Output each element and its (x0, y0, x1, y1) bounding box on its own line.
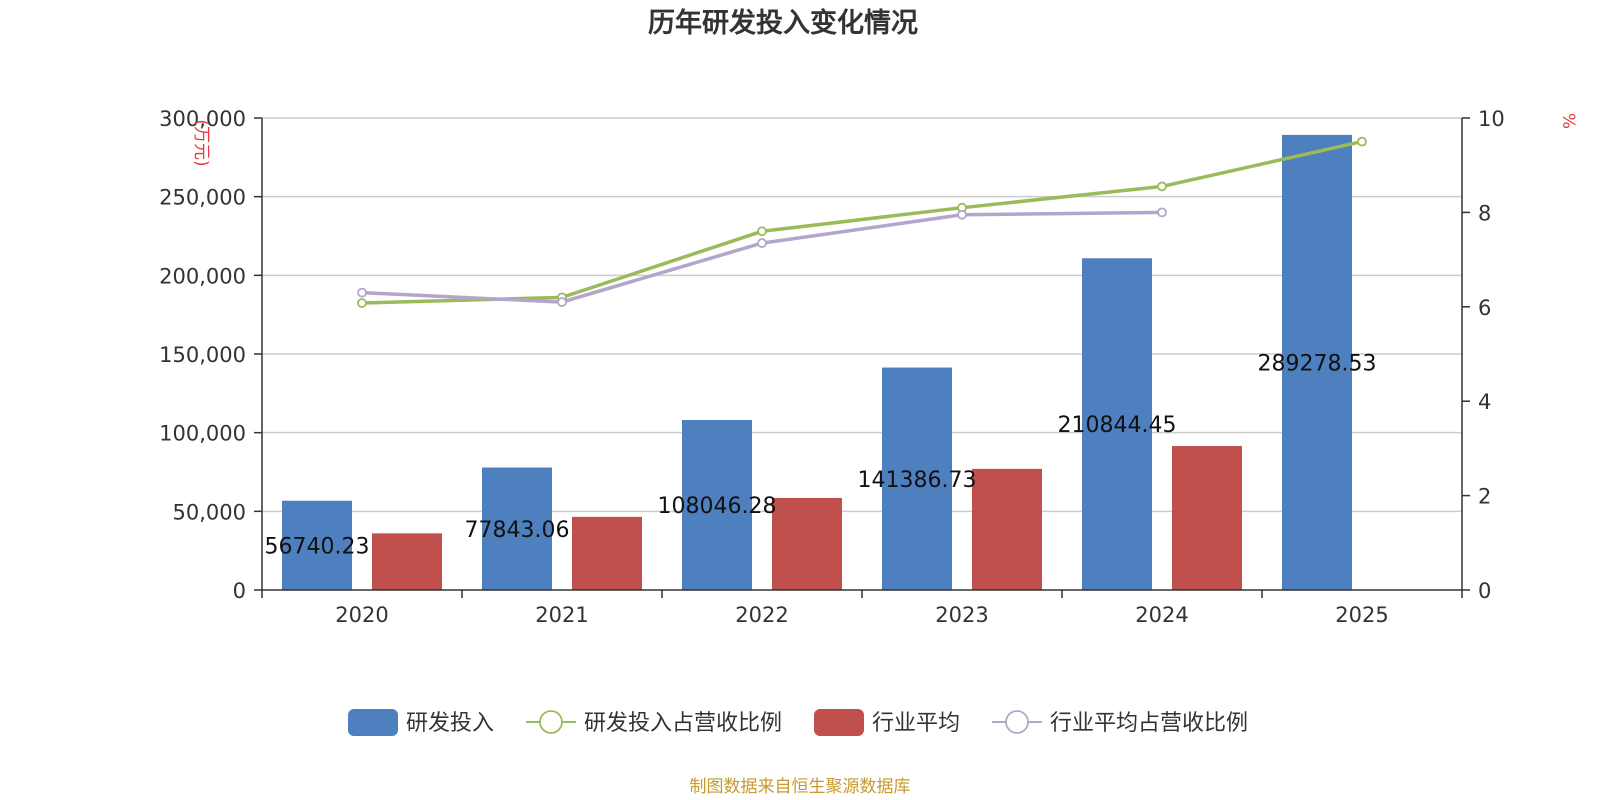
bar-研发投入-2025 (1282, 134, 1352, 590)
legend-label: 行业平均占营收比例 (1050, 711, 1248, 736)
legend-label: 研发投入占营收比例 (584, 711, 782, 736)
x-axis-tick-label: 2024 (1135, 603, 1188, 627)
bar-行业平均-2022 (772, 497, 842, 590)
legend-marker-研发投入占营收比例 (539, 710, 563, 734)
data-label: 77843.06 (465, 518, 570, 543)
lines-layer (357, 136, 1367, 308)
left-axis-tick-label: 150,000 (159, 343, 246, 367)
bar-行业平均-2023 (972, 468, 1042, 590)
bar-研发投入-2023 (882, 367, 952, 590)
right-axis-tick-label: 10 (1478, 107, 1505, 131)
x-axis-tick-label: 2025 (1335, 603, 1388, 627)
point-研发投入占营收比例-2024 (1157, 181, 1167, 192)
legend: 研发投入 研发投入占营收比例 行业平均 行业平均占营收比例 (348, 709, 1248, 736)
right-axis-tick-label: 6 (1478, 296, 1491, 320)
data-label: 108046.28 (658, 494, 777, 519)
axes-layer: 0 50,000 100,000 150,000 200,000 250,000 300,0… (159, 107, 1505, 627)
left-axis-tick-label: 300,000 (159, 107, 246, 131)
left-axis-tick-label: 250,000 (159, 186, 246, 210)
right-axis-tick-label: 8 (1478, 201, 1491, 225)
bars-layer (282, 134, 1352, 590)
left-axis-tick-label: 200,000 (159, 264, 246, 288)
bar-研发投入-2024 (1082, 258, 1152, 590)
left-axis-tick-label: 0 (233, 579, 246, 603)
legend-label: 研发投入 (406, 711, 494, 736)
grid-layer (262, 117, 1462, 513)
legend-swatch-行业平均 (814, 709, 864, 736)
legend-label: 行业平均 (872, 711, 960, 736)
right-axis-tick-label: 0 (1478, 579, 1491, 603)
right-axis-unit: % (1558, 113, 1578, 129)
data-label: 210844.45 (1058, 413, 1177, 438)
point-行业平均占营收比例-2022 (757, 238, 767, 248)
bar-行业平均-2021 (572, 516, 642, 590)
point-行业平均占营收比例-2020 (357, 287, 367, 298)
source-note: 制图数据来自恒生聚源数据库 (690, 777, 911, 797)
line-行业平均占营收比例 (361, 210, 1163, 304)
data-label: 141386.73 (858, 468, 977, 493)
bar-行业平均-2020 (372, 533, 442, 590)
point-行业平均占营收比例-2023 (957, 209, 967, 220)
bar-研发投入-2022 (682, 420, 752, 590)
bar-行业平均-2024 (1172, 446, 1242, 590)
point-行业平均占营收比例-2024 (1157, 207, 1167, 218)
x-axis-tick-label: 2021 (535, 603, 588, 627)
right-axis-tick-label: 4 (1478, 390, 1491, 414)
left-axis-tick-label: 100,000 (159, 422, 246, 446)
point-行业平均占营收比例-2021 (557, 297, 567, 307)
bar-研发投入-2020 (282, 500, 352, 590)
data-label: 56740.23 (265, 534, 370, 559)
x-axis-tick-label: 2023 (935, 603, 988, 627)
line-研发投入占营收比例 (361, 139, 1363, 305)
point-研发投入占营收比例-2025 (1357, 136, 1367, 147)
left-axis-unit: (万元) (191, 119, 211, 166)
legend-marker-行业平均占营收比例 (1005, 710, 1029, 734)
point-研发投入占营收比例-2022 (757, 226, 767, 237)
legend-swatch-研发投入 (348, 709, 398, 736)
right-axis-tick-label: 2 (1478, 485, 1491, 509)
data-label: 289278.53 (1258, 351, 1377, 376)
point-研发投入占营收比例-2020 (357, 298, 367, 308)
bar-研发投入-2021 (482, 467, 552, 590)
data-labels-layer: 56740.23 77843.06 108046.28 141386.73 210844… (265, 351, 1377, 559)
left-axis-tick-label: 50,000 (173, 500, 246, 524)
chart-title: 历年研发投入变化情况 (648, 7, 918, 39)
x-axis-tick-label: 2022 (735, 603, 788, 627)
x-axis-tick-label: 2020 (335, 603, 388, 627)
